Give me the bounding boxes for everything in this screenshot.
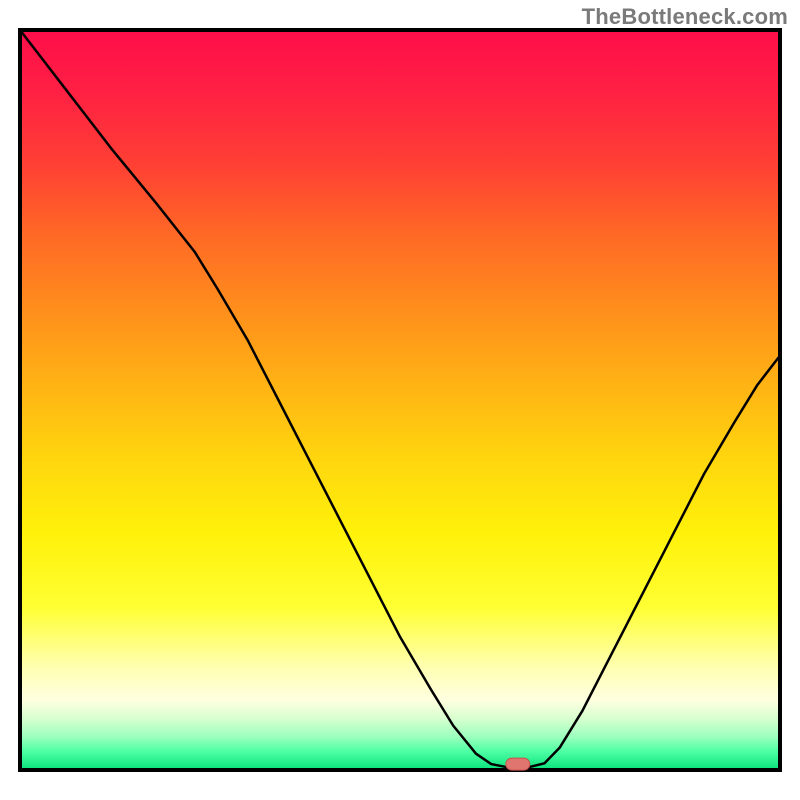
chart-container: TheBottleneck.com: [0, 0, 800, 800]
watermark-text: TheBottleneck.com: [582, 4, 788, 30]
bottleneck-chart: [0, 0, 800, 800]
